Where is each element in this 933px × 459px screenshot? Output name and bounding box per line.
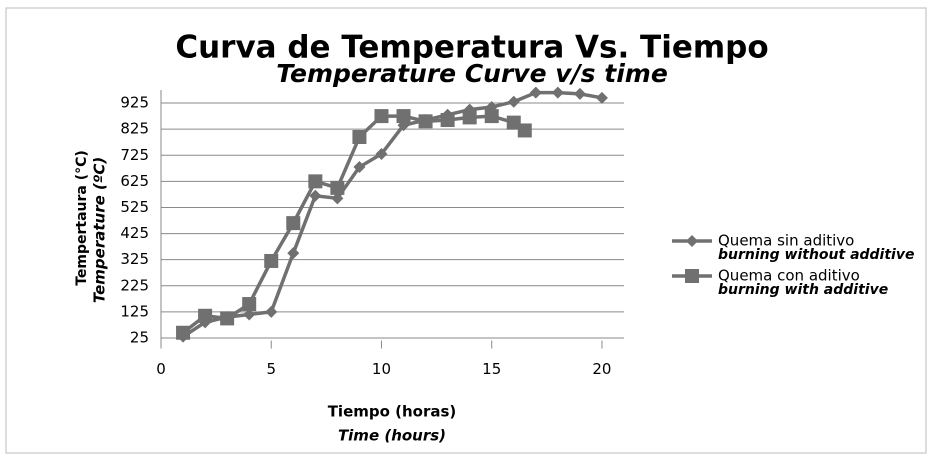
legend-label: Quema sin aditivo (718, 232, 854, 250)
marker (265, 305, 278, 318)
marker (529, 86, 542, 99)
x-axis-label: Tiempo (horas) (328, 403, 457, 421)
marker (517, 123, 532, 138)
marker (418, 114, 433, 129)
marker (331, 192, 344, 205)
x-tick-label: 10 (372, 360, 391, 378)
marker (506, 115, 521, 130)
marker (243, 308, 256, 321)
legend-label-en: burning with additive (718, 282, 888, 298)
y-tick-label: 725 (120, 146, 149, 164)
marker (440, 113, 455, 128)
x-tick-label: 5 (266, 360, 276, 378)
marker (484, 109, 499, 124)
legend-label: Quema con aditivo (718, 267, 860, 285)
marker (353, 161, 366, 174)
marker (242, 297, 257, 312)
marker (573, 87, 586, 100)
marker (595, 91, 608, 104)
y-tick-label: 625 (120, 172, 149, 190)
y-tick-label: 225 (120, 276, 149, 294)
marker (685, 269, 699, 283)
marker (286, 216, 301, 231)
marker (308, 174, 323, 189)
chart-title: Curva de Temperatura Vs. Tiempo (175, 30, 768, 66)
marker (287, 247, 300, 260)
marker (396, 109, 411, 124)
x-axis-label-en: Time (hours) (338, 427, 446, 445)
marker (176, 325, 191, 340)
y-axis-label-en: Temperature (ºC) (91, 157, 109, 303)
chart-border (5, 7, 927, 454)
chart-subtitle: Temperature Curve v/s time (276, 59, 668, 88)
y-tick-label: 125 (120, 302, 149, 320)
marker (264, 253, 279, 268)
y-tick-label: 825 (120, 120, 149, 138)
y-axis-label: Tempertaura (°C) (74, 150, 90, 286)
y-tick-label: 25 (130, 328, 149, 346)
y-tick-label: 525 (120, 198, 149, 216)
marker (330, 180, 345, 195)
marker (309, 189, 322, 202)
y-tick-label: 925 (120, 94, 149, 112)
marker (220, 311, 235, 326)
marker (374, 109, 389, 124)
marker (551, 86, 564, 99)
marker (686, 235, 698, 247)
marker (352, 129, 367, 144)
x-tick-label: 20 (592, 360, 611, 378)
marker (375, 147, 388, 160)
marker (507, 95, 520, 108)
marker (462, 110, 477, 125)
y-tick-label: 325 (120, 250, 149, 268)
marker (198, 308, 213, 323)
y-tick-label: 425 (120, 224, 149, 242)
legend-label-en: burning without additive (718, 247, 914, 263)
x-tick-label: 0 (156, 360, 166, 378)
x-tick-label: 15 (482, 360, 501, 378)
